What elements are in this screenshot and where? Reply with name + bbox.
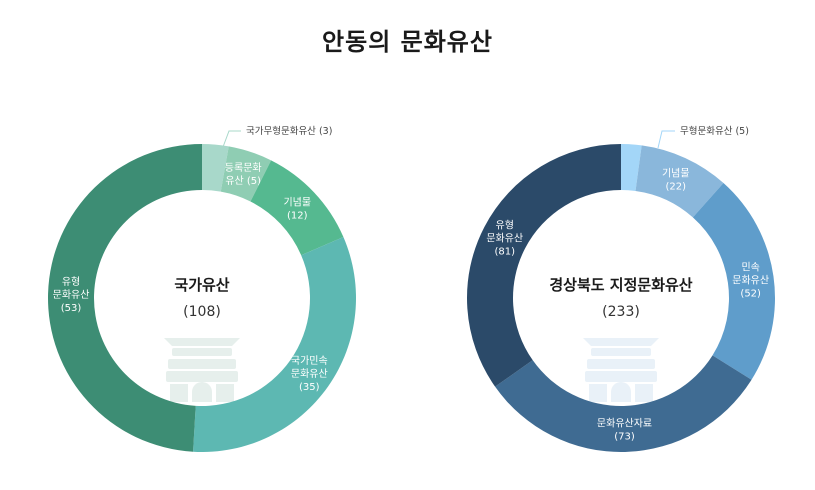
donut-slice-3	[692, 183, 776, 380]
donut-slice-4	[495, 355, 752, 452]
heritage-gate-icon	[583, 338, 659, 402]
donut-slice-5	[467, 144, 621, 387]
donut-slice-5	[47, 144, 202, 452]
slice-label-1: 국가무형문화유산 (3)	[246, 126, 332, 137]
callout-line	[222, 130, 241, 148]
slice-label-3: 민속 문화유산 (52)	[732, 262, 769, 300]
heritage-gate-icon	[164, 338, 240, 402]
slice-label-4: 국가민속 문화유산 (35)	[291, 355, 328, 393]
center-total: (233)	[602, 304, 640, 320]
donut-slice-1	[621, 144, 642, 191]
donut-slice-1	[202, 144, 229, 192]
page-title: 안동의 문화유산	[322, 28, 493, 56]
donut-slice-4	[193, 237, 357, 453]
slice-label-5: 유형 문화유산 (81)	[486, 220, 523, 258]
donut-chart-national: 국가무형문화유산 (3) 등록문화 유산 (5) 기념물 (12) 국가민속 문화유산 (35…	[47, 126, 357, 453]
donut-slice-2	[220, 146, 272, 202]
callout-line	[657, 130, 675, 149]
donut-slice-2	[635, 145, 724, 218]
center-title: 국가유산	[174, 276, 229, 294]
slice-label-1: 무형문화유산 (5)	[680, 126, 749, 137]
donut-chart-provincial: 무형문화유산 (5) 기념물 (22) 민속 문화유산 (52) 문화유산자료 (73) 유형 문…	[467, 126, 776, 452]
donut-slice-3	[250, 160, 344, 256]
slice-label-5: 유형 문화유산 (53)	[53, 276, 90, 314]
slice-label-2: 기념물 (22)	[662, 168, 690, 193]
center-title: 경상북도 지정문화유산	[549, 276, 692, 294]
center-total: (108)	[183, 304, 221, 320]
slice-label-2: 등록문화 유산 (5)	[225, 162, 262, 187]
slice-label-3: 기념물 (12)	[283, 197, 311, 222]
slice-label-4: 문화유산자료 (73)	[597, 417, 652, 442]
